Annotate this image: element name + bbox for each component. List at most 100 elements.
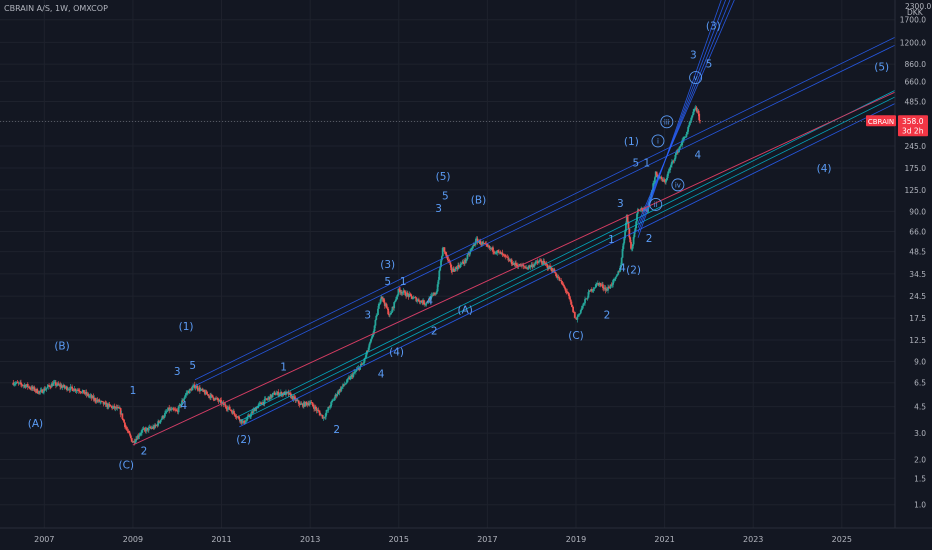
candle-body [341,386,344,388]
wave-label: (4) [389,346,404,358]
candle-body [57,383,60,385]
candle-body [523,266,526,268]
wave-label: 5 [189,360,196,372]
candle-body [216,398,219,401]
candle-body [613,278,616,280]
wave-label: (1) [179,321,194,333]
candle-body [141,430,143,433]
candle-body [160,418,163,421]
candle-body [347,378,350,380]
candle-body [522,265,525,267]
candle-body [342,384,344,387]
candle-body [486,244,488,246]
candle-body [592,288,595,291]
wave-label: (2) [626,264,641,276]
candle-body [577,315,580,317]
candle-body [126,429,129,431]
candle-body [326,409,329,411]
candle-body [412,298,414,300]
candle-body [14,383,16,385]
candle-body [211,395,214,398]
candle-body [389,312,392,315]
candle-body [504,254,506,256]
price-tick-label: 1.0 [914,501,926,510]
candle-body [481,242,484,244]
candle-body [488,246,491,249]
candle-body [663,179,666,182]
candle-body [118,407,120,409]
candle-body [332,399,335,401]
candle-body [621,249,624,258]
wave-label: 3 [617,198,624,210]
candle-body [446,256,449,261]
candle-body [336,394,338,397]
candle-body [165,411,168,413]
candle-body [681,140,684,146]
candle-body [501,252,504,255]
time-scale-bg [0,528,932,550]
wave-label: 2 [333,424,340,436]
candle-body [439,266,442,271]
wave-label: 3 [364,309,371,321]
candle-body [685,133,688,138]
candle-body [534,261,537,264]
candle-body [673,159,676,161]
price-tick-label: 175.0 [905,164,927,173]
candle-body [153,425,156,429]
channel-mid-line [132,91,896,446]
candle-body [252,409,255,413]
candle-body [612,280,615,285]
candle-body [506,257,509,258]
candle-body [524,266,527,268]
wave-label: 2 [646,233,653,245]
candle-body [634,228,637,232]
candle-body [138,435,141,437]
wave-label: 4 [181,400,188,412]
candle-body [359,366,361,370]
candle-body [39,390,42,392]
channel-line [637,0,727,233]
candle-body [629,237,632,243]
candle-body [378,303,381,305]
candle-body [483,243,486,244]
candle-body [628,228,631,238]
candle-body [108,404,111,406]
candle-body [532,265,534,268]
candle-body [527,267,529,269]
time-tick-label: 2007 [34,535,54,544]
candle-body [639,210,642,211]
candle-body [408,293,411,297]
candle-body [238,416,240,420]
candle-body [454,267,457,272]
price-tick-label: 1700.0 [900,16,926,25]
candle-body [565,290,568,292]
candle-body [201,389,204,391]
candle-body [698,113,701,121]
time-tick-label: 2021 [654,535,674,544]
candle-body [333,397,336,400]
candle-body [352,373,355,378]
candle-body [33,387,36,391]
candle-body [425,301,428,305]
candle-body [615,275,618,278]
candle-body [435,293,437,295]
candle-body [695,107,698,112]
candle-body [466,254,469,259]
candle-body [504,255,507,257]
time-scale[interactable]: 2007 2009 2011 2013 2015 2017 2019 2021 2023 2025 [0,527,932,550]
price-tick-label: 660.0 [905,77,927,86]
candle-body [49,387,52,388]
candle-body [41,389,44,393]
price-tick-label: 66.0 [909,228,926,237]
candle-body [437,279,440,285]
candle-body [619,265,622,269]
candle-body [399,289,402,293]
candle-body [561,284,564,286]
candle-body [278,394,281,396]
candle-body [245,419,248,421]
candle-body [210,394,212,399]
candle-body [312,404,315,407]
candle-body [20,382,22,385]
